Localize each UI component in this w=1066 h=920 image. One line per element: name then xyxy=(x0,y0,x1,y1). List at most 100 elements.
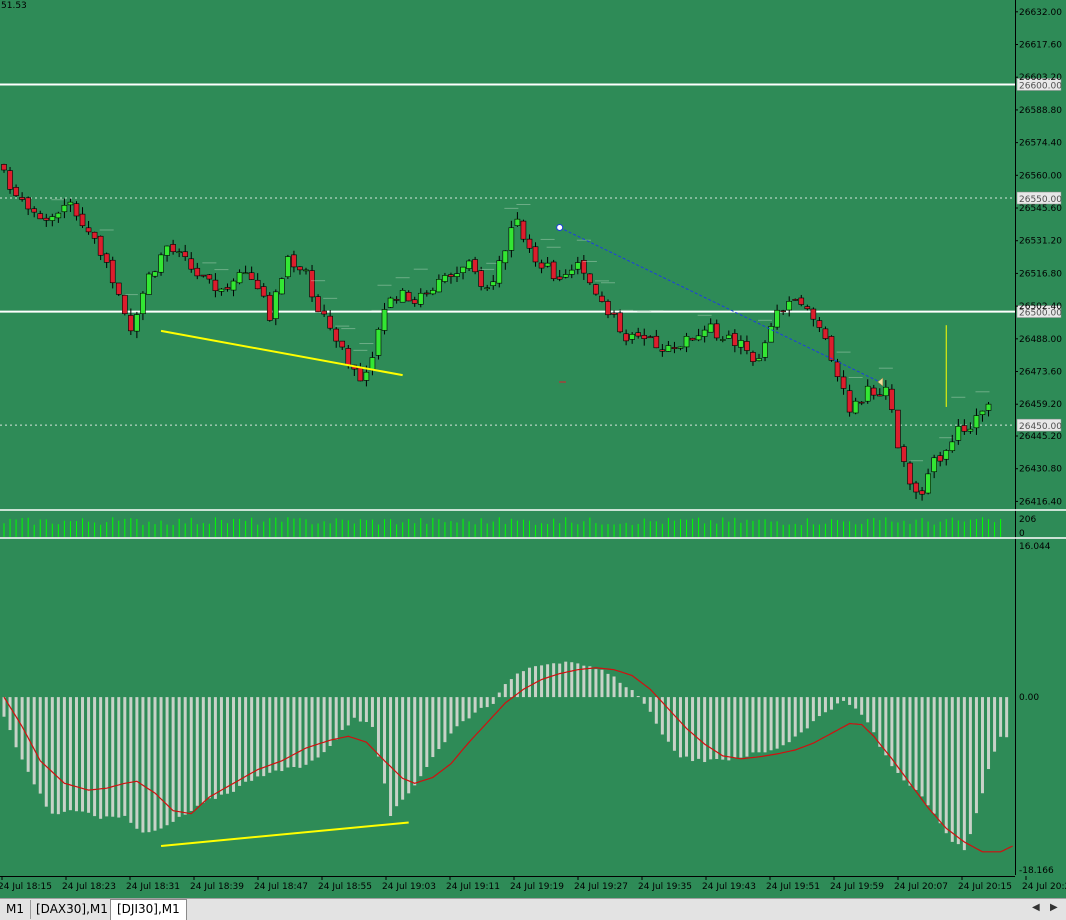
candle-bear xyxy=(188,258,195,270)
macd-histogram-bar xyxy=(926,697,930,806)
macd-histogram-bar xyxy=(836,697,840,704)
macd-histogram-bar xyxy=(540,665,544,698)
candle-bear xyxy=(19,197,25,200)
candle-bull xyxy=(460,266,466,273)
tab-m1[interactable]: M1 xyxy=(0,900,31,919)
macd-histogram-bar xyxy=(81,697,85,812)
candle-bull xyxy=(725,334,732,339)
price-trendline[interactable] xyxy=(160,329,403,377)
macd-histogram-bar xyxy=(612,676,616,698)
price-axis: 26600.00 26550.00 26500.00 26450.00 26632.00… xyxy=(0,0,1066,875)
macd-histogram-bar xyxy=(769,697,773,751)
macd-histogram-bar xyxy=(358,697,362,722)
dashed-line-end-marker xyxy=(877,377,884,387)
scroll-right-icon[interactable]: ▶ xyxy=(1050,902,1058,913)
macd-histogram-bar xyxy=(842,697,846,701)
volume-max-label: 206 xyxy=(1019,515,1036,525)
macd-histogram-bar xyxy=(805,697,809,729)
candle-bear xyxy=(13,187,19,196)
macd-histogram-bar xyxy=(491,697,495,704)
candle-bear xyxy=(532,246,539,263)
candle-bull xyxy=(925,473,931,494)
candle-bear xyxy=(520,220,527,240)
macd-histogram-bar xyxy=(111,697,115,817)
macd-signal-line[interactable] xyxy=(3,667,1013,853)
time-tick-label: 24 Jul 18:39 xyxy=(190,882,244,892)
price-tick-label: 26430.80 xyxy=(1019,465,1062,475)
candle-bear xyxy=(744,341,750,351)
macd-histogram-bar xyxy=(32,697,36,785)
macd-histogram-bar xyxy=(739,697,743,758)
macd-histogram-bar xyxy=(781,697,785,746)
macd-histogram-bar xyxy=(177,697,181,817)
macd-histogram-bar xyxy=(642,697,646,704)
candle-bull xyxy=(140,292,146,314)
candle-bull xyxy=(381,309,388,331)
macd-histogram-bar xyxy=(660,697,664,735)
macd-histogram-bar xyxy=(74,697,78,812)
candle-bull xyxy=(883,386,889,397)
macd-histogram-bar xyxy=(757,697,761,753)
candle-bull xyxy=(985,403,992,411)
macd-histogram-bar xyxy=(932,697,936,814)
macd-histogram-bar xyxy=(14,697,18,748)
macd-histogram-bar xyxy=(648,697,652,712)
candle-bull xyxy=(677,346,684,349)
candle-bear xyxy=(581,260,587,274)
candle-bull xyxy=(158,254,164,273)
macd-histogram-bar xyxy=(431,697,435,758)
candle-bear xyxy=(780,310,786,313)
macd-histogram-bar xyxy=(733,697,737,759)
candle-bull xyxy=(683,336,690,348)
candle-bear xyxy=(653,335,660,349)
dashed-line-anchor[interactable] xyxy=(556,224,564,232)
scroll-left-icon[interactable]: ◀ xyxy=(1032,902,1040,913)
macd-histogram-bar xyxy=(902,697,906,781)
macd-histogram-bar xyxy=(872,697,876,733)
macd-histogram-bar xyxy=(352,697,356,718)
candle-bear xyxy=(7,170,13,190)
time-tick-label: 24 Jul 18:47 xyxy=(254,882,308,892)
candle-bear xyxy=(339,340,346,348)
candle-bear xyxy=(889,388,895,410)
candle-bear xyxy=(266,294,273,321)
macd-histogram-bar xyxy=(310,697,314,761)
price-panel[interactable] xyxy=(0,83,1015,501)
macd-histogram-bar xyxy=(280,697,284,772)
macd-histogram-bar xyxy=(950,697,954,842)
macd-histogram-bar xyxy=(304,697,308,765)
candle-bear xyxy=(870,387,877,396)
time-tick-label: 24 Jul 18:55 xyxy=(318,882,372,892)
candle-bull xyxy=(285,256,291,278)
macd-histogram-bar xyxy=(105,697,109,817)
macd-trendline[interactable] xyxy=(160,821,409,847)
volume-zero-label: 0 xyxy=(1019,529,1025,539)
macd-histogram-bar xyxy=(678,697,682,758)
macd-histogram-bar xyxy=(509,679,513,698)
tab-dax30[interactable]: [DAX30],M1 xyxy=(30,900,115,919)
time-tick-label: 24 Jul 19:43 xyxy=(702,882,756,892)
price-tick-label: 26516.80 xyxy=(1019,269,1062,279)
dashed-trendline[interactable] xyxy=(559,227,881,383)
macd-histogram-bar xyxy=(153,697,157,831)
macd-histogram-bar xyxy=(479,697,483,708)
tab-dji30[interactable]: [DJI30],M1 xyxy=(110,899,187,920)
macd-histogram-bar xyxy=(636,696,640,698)
macd-histogram-bar xyxy=(606,673,610,698)
candle-bull xyxy=(454,273,460,277)
candle-bear xyxy=(224,287,231,290)
macd-histogram-bar xyxy=(600,669,604,698)
macd-histogram-bar xyxy=(715,697,719,759)
macd-histogram-bar xyxy=(1005,697,1009,738)
candle-bull xyxy=(176,251,182,254)
candle-bear xyxy=(834,361,841,377)
macd-histogram-bar xyxy=(461,697,465,722)
candle-bull xyxy=(665,345,672,352)
time-axis: 24 Jul 18:15 24 Jul 18:23 24 Jul 18:31 24 J… xyxy=(0,876,1066,892)
time-tick-label: 24 Jul 20:15 xyxy=(958,882,1012,892)
macd-histogram-bar xyxy=(68,697,72,811)
macd-histogram-bar xyxy=(624,687,628,698)
candle-bear xyxy=(248,272,255,280)
